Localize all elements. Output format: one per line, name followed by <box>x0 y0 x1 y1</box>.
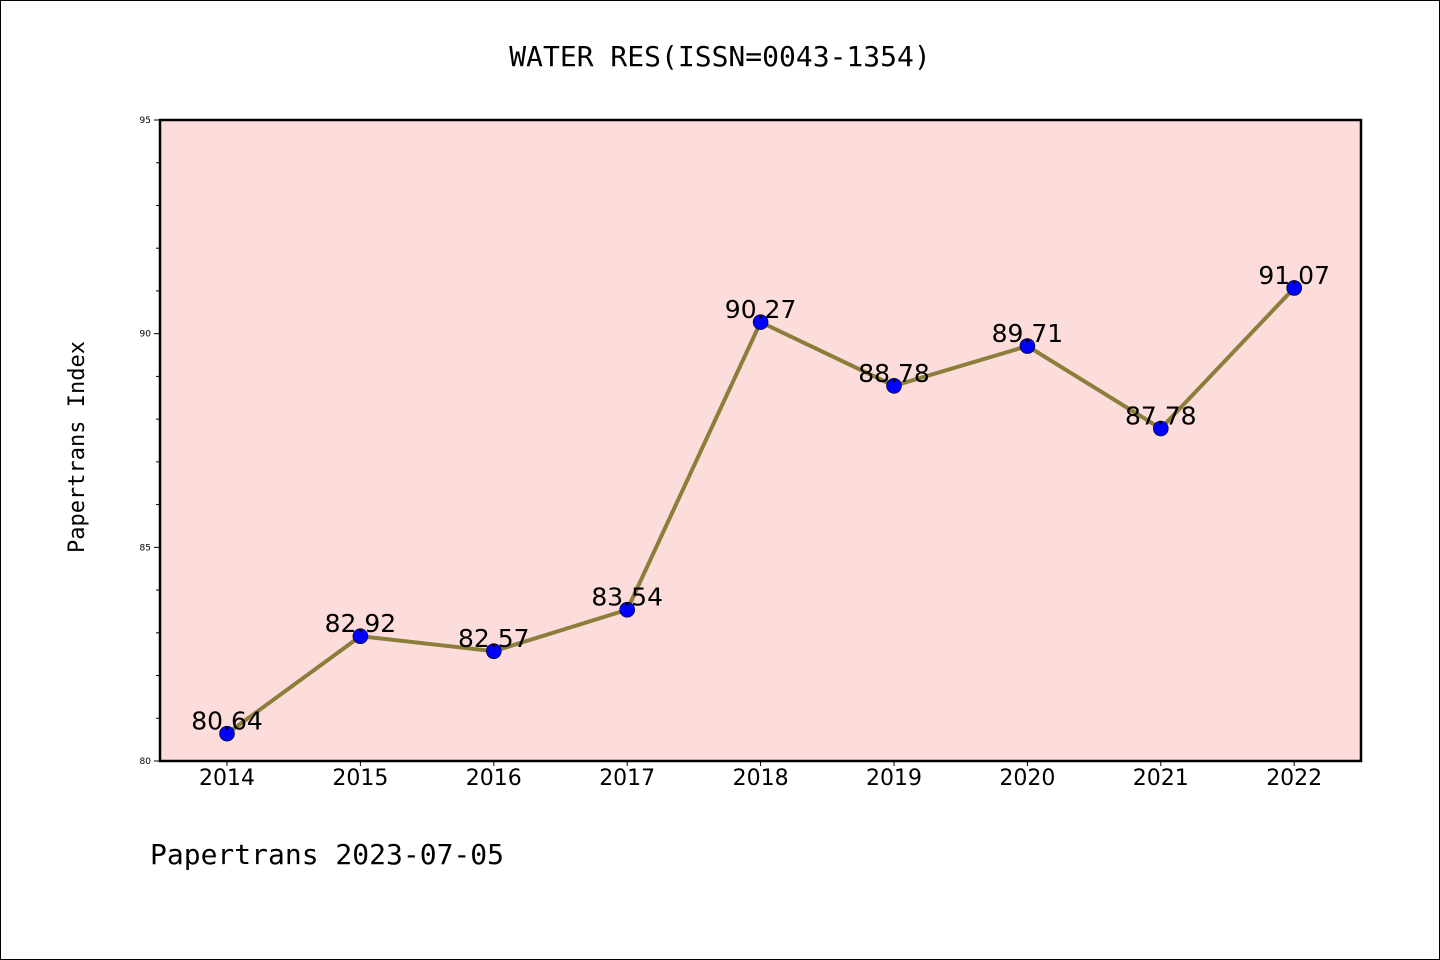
y-axis-title: Papertrans Index <box>65 341 90 553</box>
chart-title: WATER RES(ISSN=0043-1354) <box>509 40 930 73</box>
data-label: 82.57 <box>458 624 530 653</box>
data-label: 80.64 <box>191 707 263 736</box>
x-tick-label: 2018 <box>733 766 789 791</box>
data-point <box>485 643 502 659</box>
x-tick-label: 2014 <box>199 766 255 791</box>
data-point <box>1019 338 1036 354</box>
data-label: 87.78 <box>1125 402 1197 431</box>
y-tick-label: 95 <box>140 116 151 126</box>
x-tick-label: 2019 <box>866 766 922 791</box>
y-tick-label: 90 <box>140 330 152 340</box>
x-tick-label: 2015 <box>332 766 388 791</box>
footer-text: Papertrans 2023-07-05 <box>150 838 504 871</box>
x-tick-label: 2020 <box>999 766 1055 791</box>
data-label: 83.54 <box>591 583 663 612</box>
data-point <box>1286 280 1302 296</box>
y-tick-label: 80 <box>140 757 152 767</box>
y-tick-label: 85 <box>140 543 151 553</box>
data-label: 82.92 <box>325 609 397 638</box>
plot-area <box>158 118 1363 763</box>
data-labels: 80.64 82.92 82.57 83.54 90.27 88.78 89.71 87.78… <box>191 261 1330 736</box>
data-point <box>352 628 369 645</box>
data-point <box>619 601 636 618</box>
data-label: 90.27 <box>725 295 797 324</box>
data-label: 91.07 <box>1258 261 1330 290</box>
data-point <box>752 314 769 330</box>
data-point <box>886 378 902 394</box>
data-label: 88.78 <box>858 359 930 388</box>
y-axis: 80 85 90 95 <box>140 116 160 767</box>
data-label: 89.71 <box>992 319 1064 348</box>
x-tick-label: 2017 <box>599 766 655 791</box>
x-axis: 2014 2015 2016 2017 2018 2019 2020 2021 2022 <box>199 761 1322 791</box>
x-tick-label: 2016 <box>466 766 522 791</box>
data-point <box>219 725 235 742</box>
series-group <box>219 280 1302 742</box>
x-tick-label: 2021 <box>1133 766 1189 791</box>
x-tick-label: 2022 <box>1266 766 1322 791</box>
data-point <box>1153 420 1169 437</box>
